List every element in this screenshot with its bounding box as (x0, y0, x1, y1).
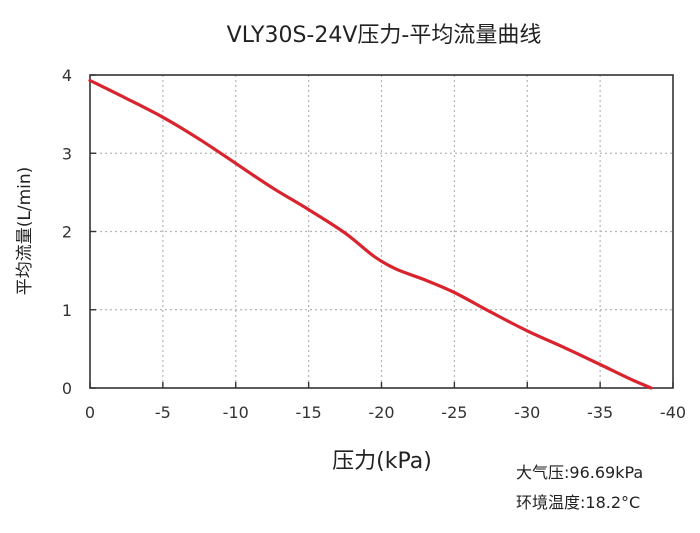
x-axis-label: 压力(kPa) (332, 449, 432, 474)
x-tick-label: -35 (587, 403, 613, 422)
chart-title: VLY30S-24V压力-平均流量曲线 (227, 23, 542, 48)
grid (90, 75, 673, 388)
y-tick-label: 2 (62, 223, 72, 242)
annotation-pressure: 大气压:96.69kPa (516, 463, 643, 482)
x-tick-label: -15 (296, 403, 322, 422)
x-tick-label: -5 (155, 403, 171, 422)
series-line (88, 78, 653, 390)
x-tick-label: -40 (660, 403, 686, 422)
y-tick-label: 3 (62, 144, 72, 163)
y-tick-labels: 0 1 2 3 4 (62, 66, 72, 398)
x-tick-label: -20 (368, 403, 394, 422)
ticks (89, 74, 674, 389)
x-tick-label: -25 (441, 403, 467, 422)
y-tick-label: 1 (62, 301, 72, 320)
annotation-temperature: 环境温度:18.2°C (516, 493, 640, 512)
x-tick-label: 0 (85, 403, 95, 422)
y-axis-label: 平均流量(L/min) (15, 167, 35, 296)
x-tick-labels: 0 -5 -10 -15 -20 -25 -30 -35 -40 (85, 403, 686, 422)
y-tick-label: 4 (62, 66, 72, 85)
y-tick-label: 0 (62, 379, 72, 398)
x-tick-label: -30 (514, 403, 540, 422)
x-tick-label: -10 (223, 403, 249, 422)
series-layer (88, 78, 653, 390)
